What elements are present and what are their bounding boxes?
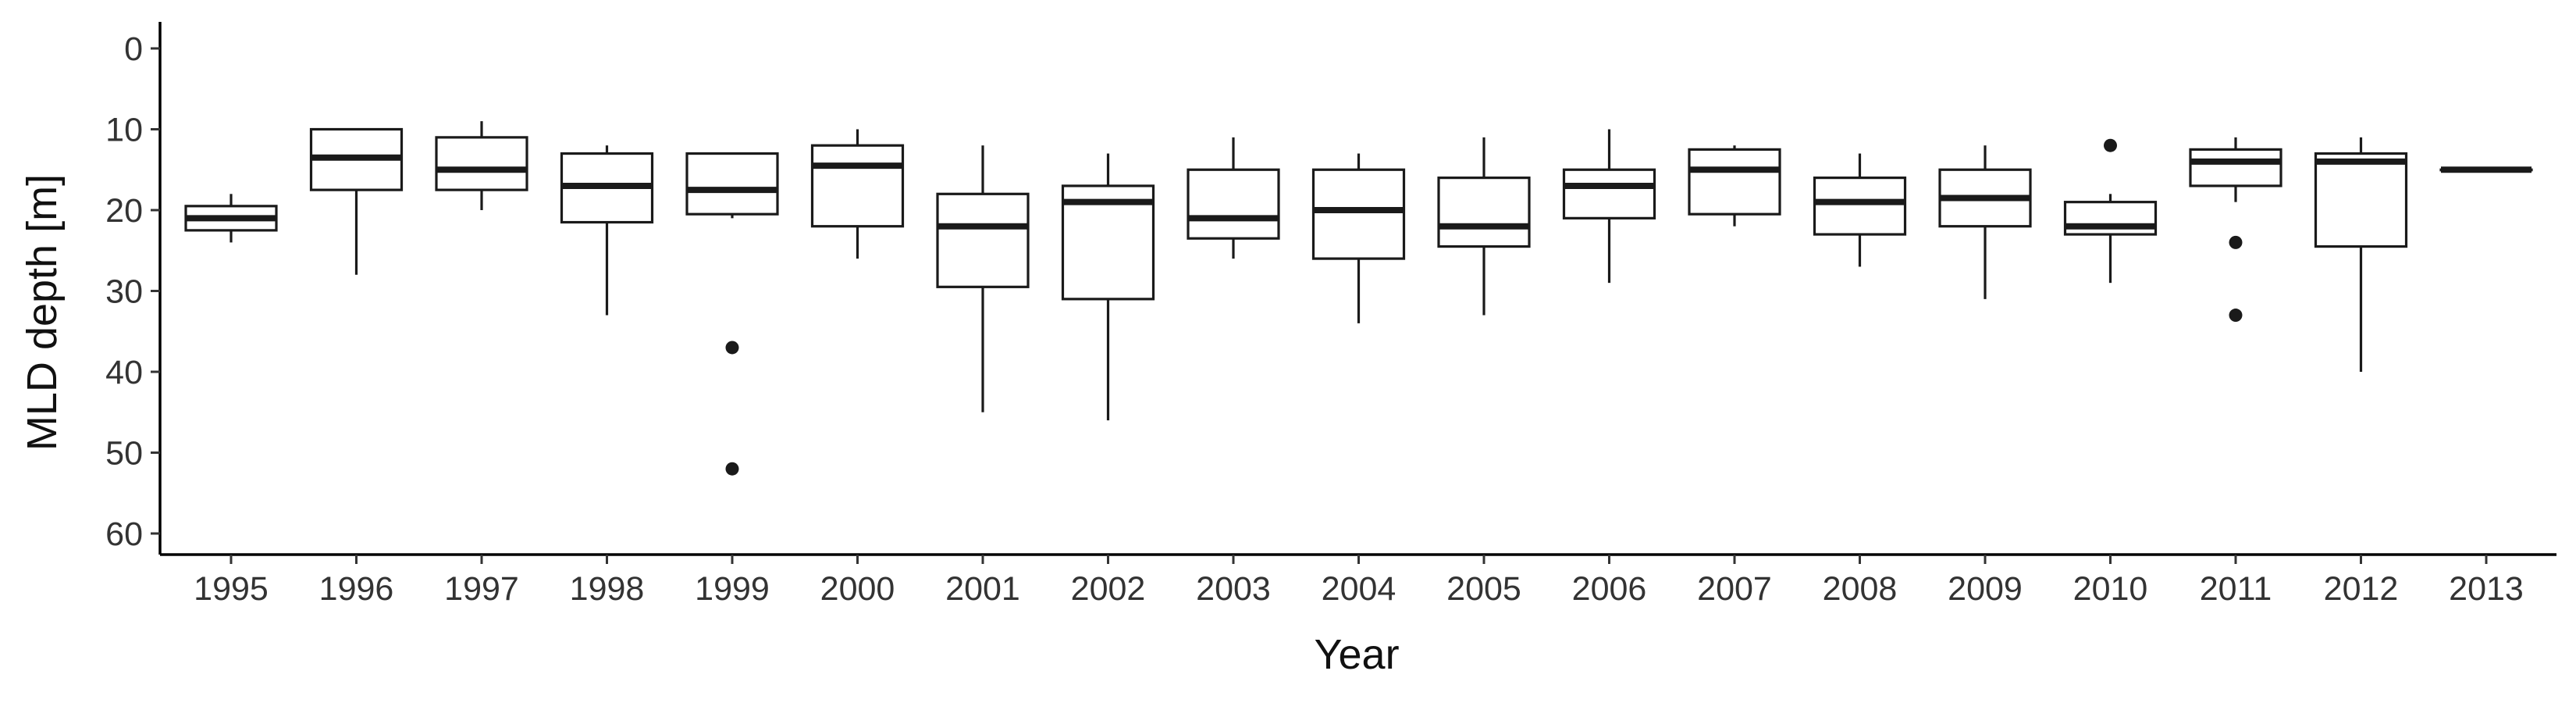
box-2003 [1187, 137, 1280, 259]
box-2002 [1061, 153, 1155, 421]
x-tick-label: 2001 [945, 570, 1020, 608]
x-tick-label: 1997 [444, 570, 519, 608]
x-tick-label: 2006 [1572, 570, 1647, 608]
iqr-box [1437, 177, 1531, 248]
box-2005 [1437, 137, 1531, 316]
outlier-point [725, 462, 739, 476]
x-tick-label: 2010 [2073, 570, 2148, 608]
x-tick-label: 2003 [1196, 570, 1271, 608]
iqr-box [435, 136, 528, 191]
x-tick-label: 2011 [2200, 570, 2272, 608]
x-tick-label: 2012 [2324, 570, 2399, 608]
x-axis: 1995 1996 1997 1998 1999 2000 2001 2002 2003 2004… [160, 553, 2556, 608]
box-2012 [2314, 137, 2408, 372]
box-2001 [936, 145, 1030, 412]
y-tick-label: 20 [105, 192, 143, 230]
box-2004 [1311, 153, 1406, 323]
outlier-point [2104, 138, 2117, 152]
iqr-box [2189, 148, 2282, 187]
box-1997 [435, 121, 528, 210]
x-tick-label: 1999 [695, 570, 770, 608]
x-tick-label: 1998 [570, 570, 645, 608]
x-tick-label: 1996 [319, 570, 394, 608]
box-2007 [1688, 145, 1781, 227]
outlier-point [2229, 235, 2243, 249]
x-tick-label: 2007 [1697, 570, 1772, 608]
outlier-point [2229, 309, 2243, 323]
y-tick-label: 50 [105, 435, 143, 473]
iqr-box [936, 192, 1030, 288]
x-axis-title: Year [1314, 631, 1399, 678]
x-tick-label: 2002 [1071, 570, 1146, 608]
x-tick-label: 2004 [1322, 570, 1397, 608]
x-tick-label: 2008 [1823, 570, 1898, 608]
iqr-box [1562, 168, 1656, 219]
y-axis-title: MLD depth [m] [19, 174, 66, 451]
y-axis: 0 10 20 30 40 50 60 [105, 22, 162, 555]
x-tick-label: 2000 [820, 570, 895, 608]
iqr-box [810, 144, 905, 228]
box-1998 [560, 145, 654, 316]
x-tick-label: 2013 [2449, 570, 2524, 608]
box-2010 [2063, 138, 2158, 284]
box-2009 [1938, 145, 2032, 299]
x-tick-label: 2005 [1446, 570, 1521, 608]
x-tick-label: 1995 [194, 570, 269, 608]
box-2011 [2189, 137, 2282, 323]
box-2008 [1813, 153, 1907, 267]
y-tick-label: 30 [105, 273, 143, 311]
box-1999 [685, 152, 779, 476]
y-tick-label: 10 [105, 112, 143, 149]
iqr-box [2063, 201, 2158, 236]
boxes [184, 121, 2533, 476]
box-2000 [810, 129, 905, 259]
y-tick-label: 60 [105, 516, 143, 553]
iqr-box [685, 152, 779, 216]
iqr-box [1688, 148, 1781, 216]
box-1996 [309, 127, 404, 275]
box-2006 [1562, 129, 1656, 284]
iqr-box [2314, 152, 2408, 248]
y-tick-label: 0 [124, 30, 143, 68]
y-tick-label: 40 [105, 354, 143, 391]
box-1995 [184, 194, 278, 243]
outlier-point [725, 341, 739, 355]
x-tick-label: 2009 [1948, 570, 2023, 608]
iqr-box [1187, 168, 1280, 240]
iqr-box [1813, 177, 1907, 236]
iqr-box [1311, 168, 1406, 260]
